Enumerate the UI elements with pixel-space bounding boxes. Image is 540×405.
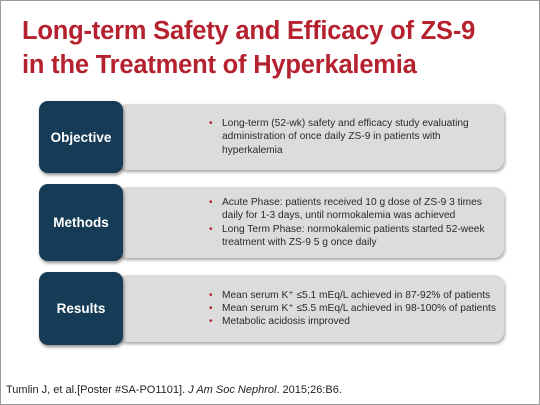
objective-section: • Long-term (52-wk) safety and efficacy …	[39, 101, 504, 173]
methods-section: • Acute Phase: patients received 10 g do…	[39, 184, 504, 261]
methods-panel: • Acute Phase: patients received 10 g do…	[117, 187, 504, 258]
bullet-icon: •	[209, 302, 213, 314]
results-bullet-3: • Metabolic acidosis improved	[207, 315, 498, 328]
citation-journal: J Am Soc Nephrol	[188, 384, 277, 396]
objective-bullets: • Long-term (52-wk) safety and efficacy …	[207, 104, 498, 170]
slide-title: Long-term Safety and Efficacy of ZS-9 in…	[22, 14, 522, 82]
bullet-text: Long Term Phase: normokalemic patients s…	[222, 223, 485, 248]
bullet-icon: •	[209, 118, 213, 130]
results-bullet-2: • Mean serum K⁺ ≤5.5 mEq/L achieved in 9…	[207, 302, 498, 315]
bullet-text: Mean serum K⁺ ≤5.1 mEq/L achieved in 87-…	[222, 289, 491, 301]
citation-details: . 2015;26:B6.	[276, 384, 342, 396]
bullet-text: Mean serum K⁺ ≤5.5 mEq/L achieved in 98-…	[222, 302, 496, 314]
results-panel: • Mean serum K⁺ ≤5.1 mEq/L achieved in 8…	[117, 275, 504, 342]
bullet-icon: •	[209, 197, 213, 209]
methods-bullets: • Acute Phase: patients received 10 g do…	[207, 187, 498, 258]
title-line-1: Long-term Safety and Efficacy of ZS-9	[22, 17, 476, 45]
results-bullet-1: • Mean serum K⁺ ≤5.1 mEq/L achieved in 8…	[207, 289, 498, 302]
objective-panel: • Long-term (52-wk) safety and efficacy …	[117, 104, 504, 170]
methods-label: Methods	[39, 184, 123, 261]
citation-footer: Tumlin J, et al.[Poster #SA-PO1101]. J A…	[6, 384, 342, 396]
bullet-text: Long-term (52-wk) safety and efficacy st…	[222, 118, 469, 156]
bullet-icon: •	[209, 223, 213, 235]
bullet-icon: •	[209, 316, 213, 328]
citation-authors: Tumlin J, et al.[Poster #SA-PO1101].	[6, 384, 189, 396]
bullet-icon: •	[209, 289, 213, 301]
bullet-text: Acute Phase: patients received 10 g dose…	[222, 197, 482, 222]
objective-bullet-1: • Long-term (52-wk) safety and efficacy …	[207, 117, 498, 157]
methods-bullet-2: • Long Term Phase: normokalemic patients…	[207, 223, 498, 249]
bullet-text: Metabolic acidosis improved	[222, 316, 350, 328]
results-bullets: • Mean serum K⁺ ≤5.1 mEq/L achieved in 8…	[207, 275, 498, 342]
title-line-2: in the Treatment of Hyperkalemia	[22, 51, 417, 79]
objective-label: Objective	[39, 101, 123, 173]
methods-bullet-1: • Acute Phase: patients received 10 g do…	[207, 196, 498, 222]
results-section: • Mean serum K⁺ ≤5.1 mEq/L achieved in 8…	[39, 272, 504, 345]
results-label: Results	[39, 272, 123, 345]
